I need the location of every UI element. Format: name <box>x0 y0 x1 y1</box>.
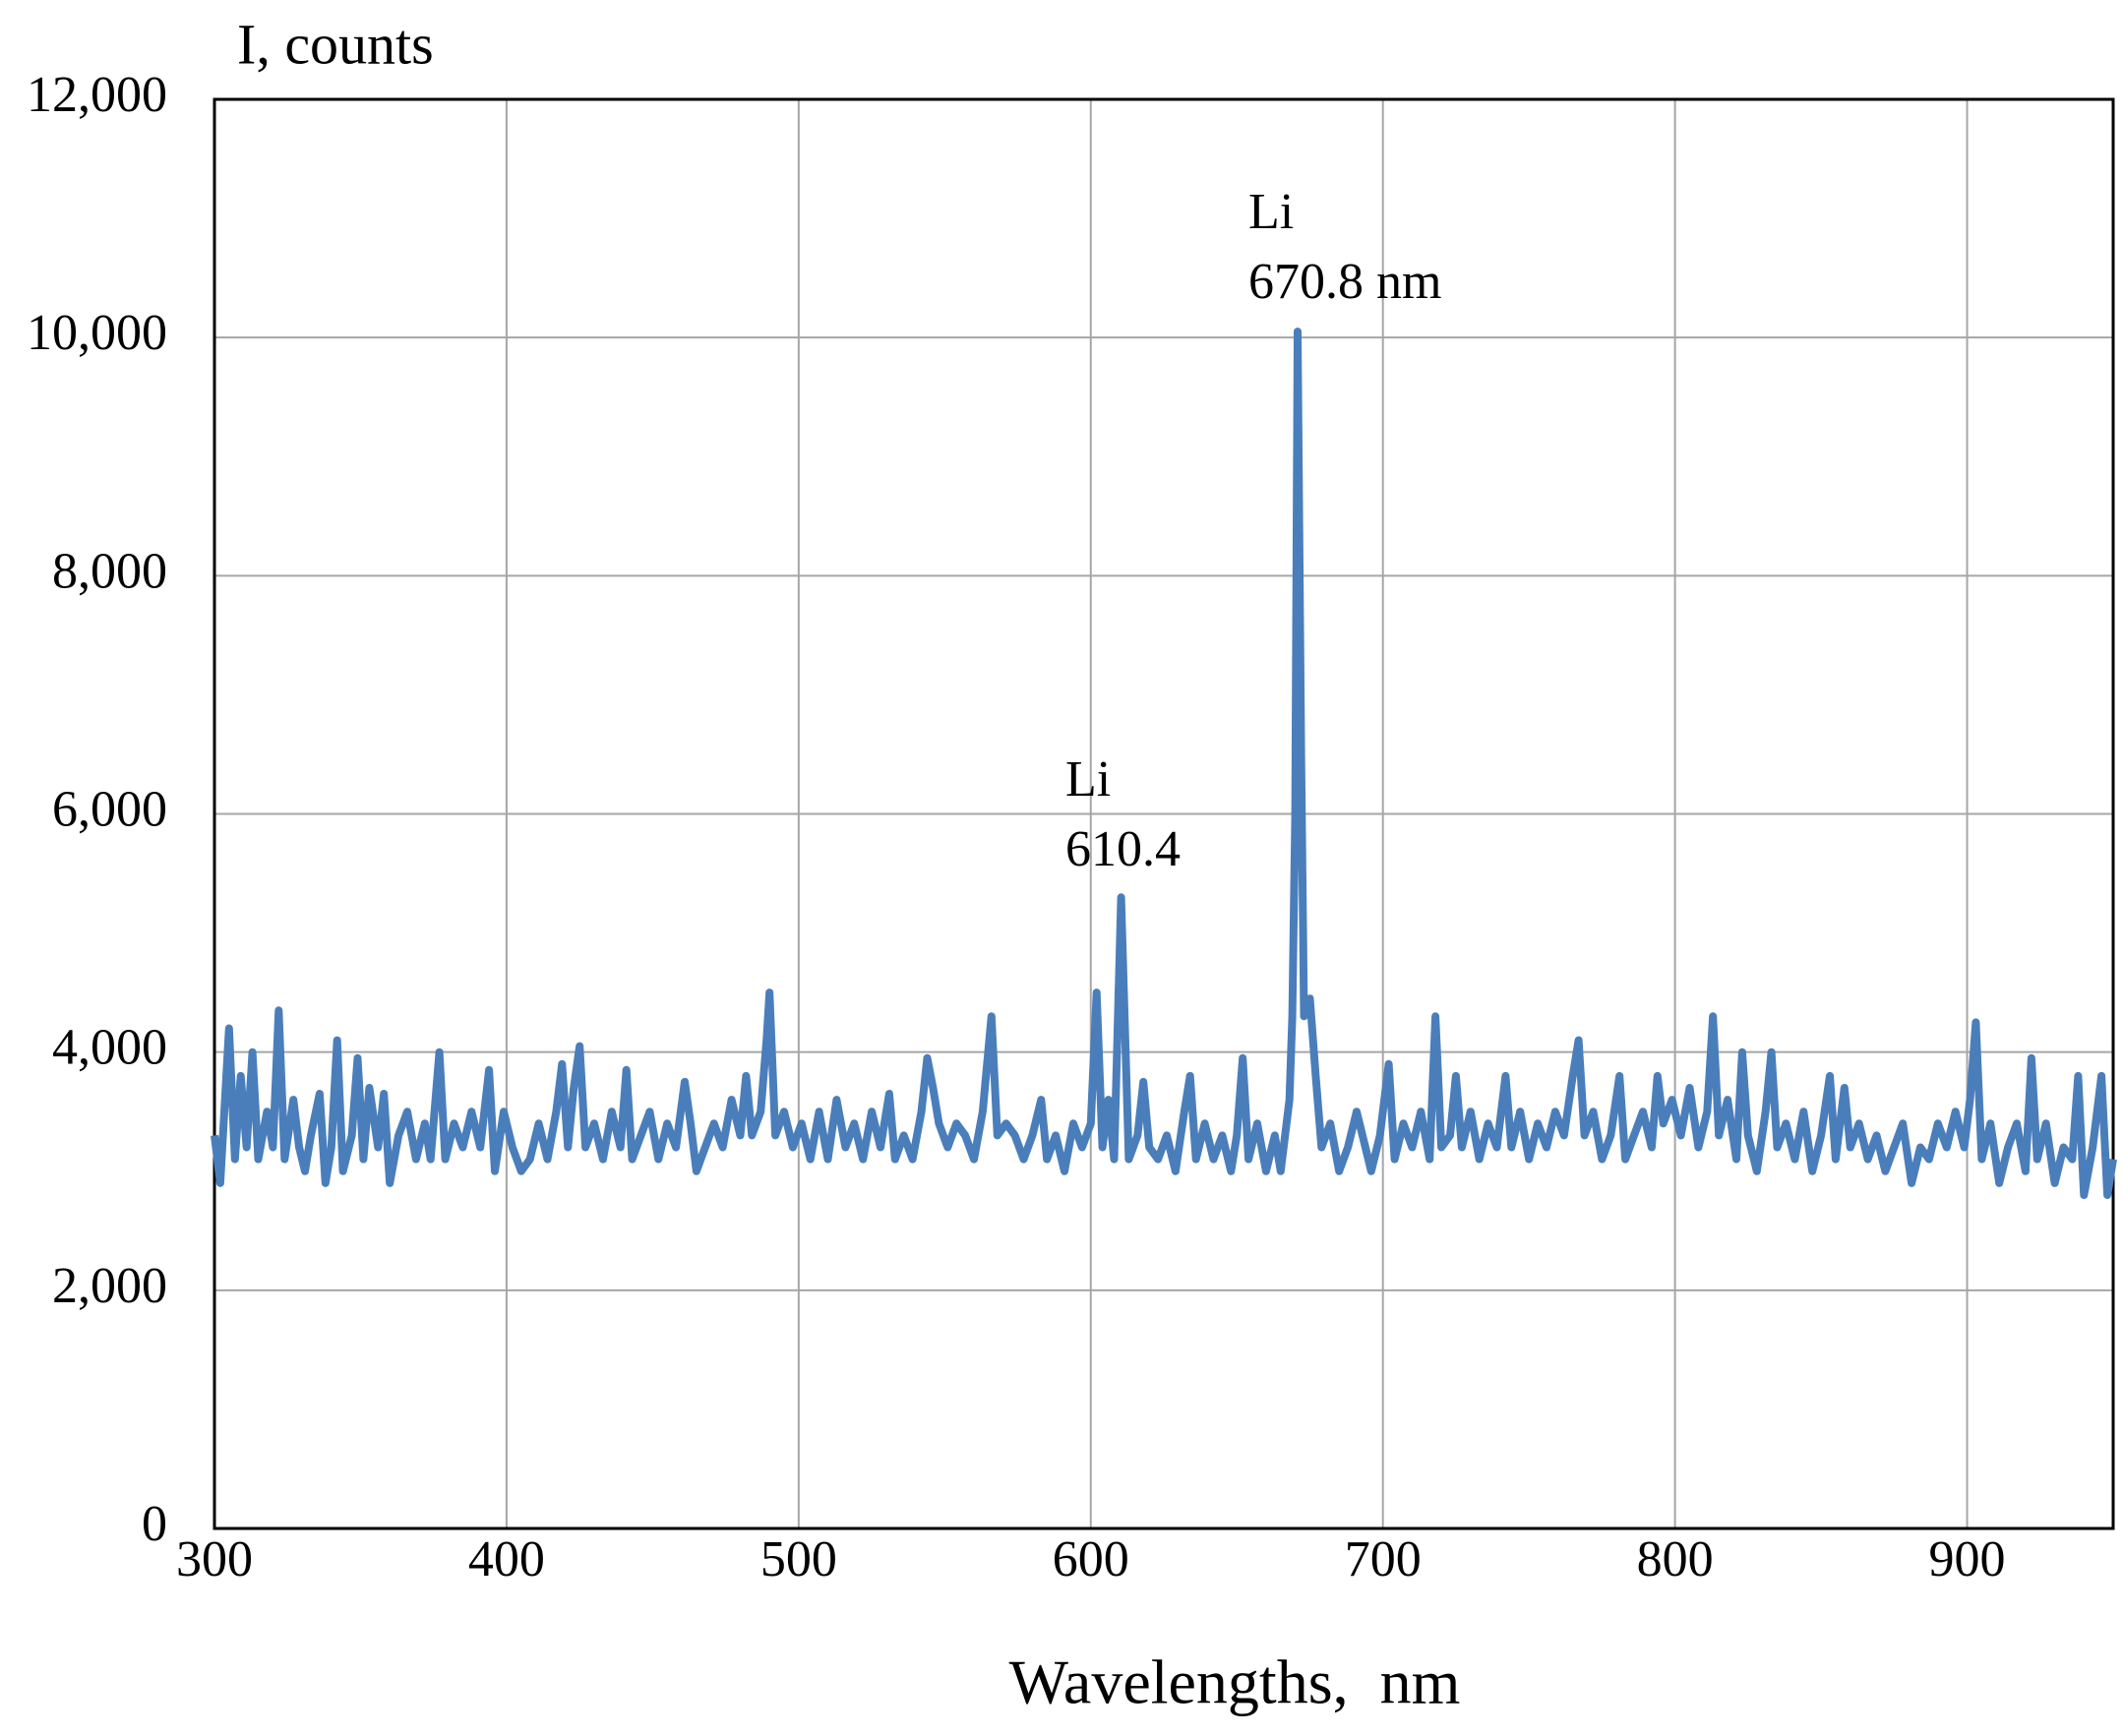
y-tick-label: 10,000 <box>27 305 167 361</box>
x-axis-title: Wavelengths, nm <box>1009 1647 1461 1717</box>
x-tick-label: 700 <box>1345 1531 1422 1587</box>
y-tick-label: 12,000 <box>27 67 167 123</box>
annotation: Li <box>1248 184 1294 240</box>
annotation: 670.8 nm <box>1248 254 1441 310</box>
y-tick-label: 8,000 <box>52 543 167 599</box>
x-tick-label: 900 <box>1929 1531 2006 1587</box>
x-tick-label: 800 <box>1637 1531 1714 1587</box>
x-tick-label: 300 <box>176 1531 253 1587</box>
x-tick-label: 600 <box>1053 1531 1129 1587</box>
spectrum-line <box>211 328 2117 1199</box>
plot-border <box>212 97 2115 1530</box>
y-tick-label: 4,000 <box>52 1020 167 1076</box>
y-tick-label: 2,000 <box>52 1258 167 1314</box>
x-tick-label: 400 <box>468 1531 545 1587</box>
y-tick-label: 0 <box>142 1496 167 1552</box>
y-axis-title: I, counts <box>237 12 434 76</box>
annotation: Li <box>1065 751 1111 808</box>
y-tick-label: 6,000 <box>52 781 167 837</box>
x-tick-label: 500 <box>760 1531 837 1587</box>
annotation: 610.4 <box>1065 821 1181 877</box>
